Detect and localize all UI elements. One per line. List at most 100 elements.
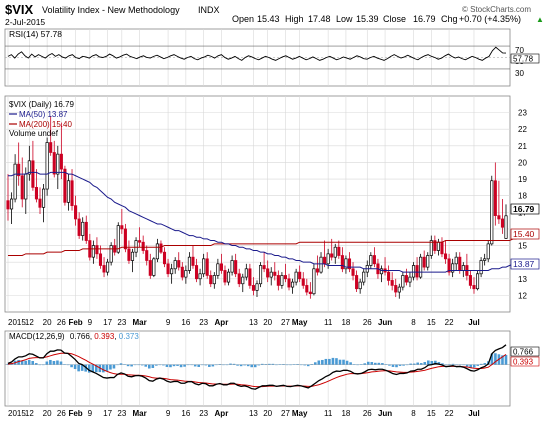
candlestick <box>347 252 352 273</box>
low-value: 15.39 <box>356 14 379 24</box>
x-tick-label: 11 <box>324 318 333 327</box>
price-series-label: $VIX (Daily) 16.79 <box>9 100 74 109</box>
x-tick-label: 13 <box>249 318 258 327</box>
quote-summary: Open 15.43 High 17.48 Low 15.39 Close 16… <box>232 14 544 24</box>
x-tick-label: 26 <box>363 409 372 418</box>
histogram-bar <box>419 363 423 365</box>
ma50-tag-text: 13.87 <box>513 259 535 269</box>
histogram-bar <box>476 364 480 366</box>
candle-body <box>429 240 433 256</box>
histogram-bar <box>158 364 162 366</box>
histogram-bar <box>416 362 420 365</box>
histogram-bar <box>490 353 494 365</box>
histogram-bar <box>289 364 292 366</box>
candlestick <box>312 263 316 296</box>
candle-body <box>269 271 273 278</box>
x-tick-label: Mar <box>132 318 146 327</box>
x-tick-label: Feb <box>68 409 82 418</box>
histogram-bar <box>472 364 476 368</box>
candlestick <box>56 145 60 190</box>
candlestick <box>351 262 355 281</box>
histogram-bar <box>183 364 186 367</box>
histogram-bar <box>381 363 384 365</box>
x-tick-label: 26 <box>57 318 66 327</box>
candlestick <box>315 255 320 276</box>
price-tick-label: 12 <box>518 291 527 300</box>
candlestick <box>259 262 263 288</box>
histogram-bar <box>313 362 317 365</box>
candle-body <box>173 260 177 270</box>
candlestick <box>387 265 391 286</box>
histogram-bar <box>73 364 77 370</box>
candle-body <box>66 180 71 203</box>
histogram-bar <box>59 361 63 365</box>
candle-body <box>106 261 110 273</box>
candle-body <box>202 258 206 275</box>
macd-legend-sep2: , <box>114 332 118 341</box>
histogram-bar <box>370 362 374 365</box>
histogram-bar <box>299 364 303 366</box>
histogram-bar <box>20 360 24 365</box>
candle-body <box>234 260 238 275</box>
histogram-bar <box>63 364 66 365</box>
candle-body <box>351 268 355 276</box>
histogram-bar <box>465 364 469 367</box>
candle-body <box>155 243 159 260</box>
candlestick <box>194 258 199 283</box>
candle-body <box>340 255 344 270</box>
candlestick <box>358 278 362 294</box>
candle-body <box>141 241 145 251</box>
candlestick <box>337 240 341 259</box>
histogram-bar <box>412 363 416 365</box>
candlestick <box>98 245 103 269</box>
x-tick-label: 12 <box>25 409 34 418</box>
candle-body <box>436 241 440 251</box>
candle-body <box>24 173 28 200</box>
candle-body <box>333 246 337 258</box>
candlestick <box>483 253 487 266</box>
candle-body <box>10 198 14 210</box>
candle-body <box>397 286 401 293</box>
histogram-bar <box>193 364 197 367</box>
candle-body <box>98 253 103 266</box>
candlestick <box>219 253 223 274</box>
candlestick <box>106 258 110 276</box>
candlestick <box>305 278 309 296</box>
candlestick <box>152 257 156 278</box>
histogram-bar <box>398 364 402 366</box>
histogram-bar <box>130 364 133 367</box>
candle-body <box>347 258 352 270</box>
histogram-bar <box>303 364 306 366</box>
histogram-bar <box>451 363 455 365</box>
candle-body <box>102 265 106 273</box>
histogram-bar <box>218 364 222 365</box>
rsi-panel: RSI(14) 57.78 70 50 30 57.78 <box>4 28 540 87</box>
histogram-bar <box>352 364 356 365</box>
candlestick <box>145 245 149 266</box>
histogram-bar <box>77 364 80 372</box>
candlestick <box>401 272 405 291</box>
candle-body <box>184 270 188 278</box>
candle-body <box>273 271 277 276</box>
x-tick-label: 18 <box>341 409 350 418</box>
candlestick <box>155 238 159 263</box>
x-tick-label: May <box>292 318 308 327</box>
candle-body <box>230 260 234 273</box>
histogram-bar <box>384 364 388 365</box>
candlestick <box>66 174 71 211</box>
candlestick <box>198 268 202 286</box>
ma200-tag-text: 15.40 <box>513 229 535 239</box>
histogram-bar <box>229 363 232 365</box>
candle-body <box>387 271 391 281</box>
histogram-bar <box>24 360 27 365</box>
histogram-bar <box>331 357 335 365</box>
candlestick <box>234 253 238 278</box>
candlestick <box>102 257 106 278</box>
candle-body <box>451 263 455 273</box>
candle-body <box>42 188 46 208</box>
candle-body <box>355 275 359 290</box>
candlestick <box>130 248 135 273</box>
macd-frame <box>4 330 511 407</box>
candlestick <box>170 263 174 284</box>
